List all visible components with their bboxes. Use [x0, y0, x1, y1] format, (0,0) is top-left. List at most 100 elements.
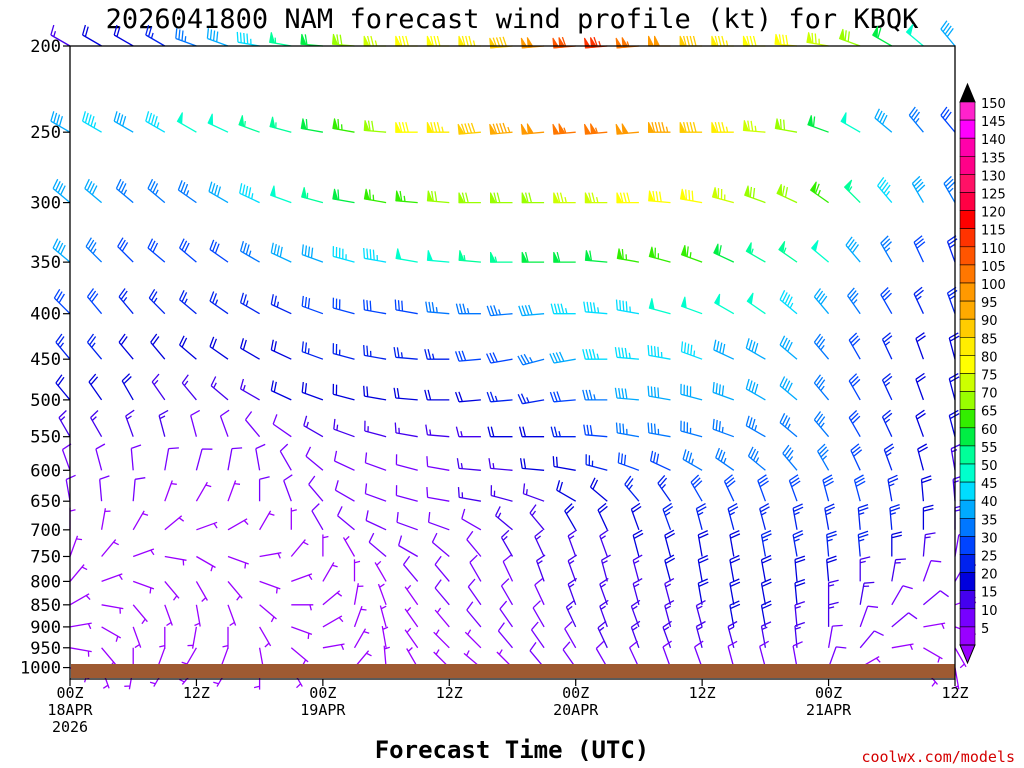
barb-shaft — [877, 177, 893, 204]
x-tick-label: 2026 — [52, 718, 88, 736]
wind-barb — [69, 507, 76, 530]
wind-barb — [782, 444, 798, 471]
wind-barb — [664, 578, 675, 605]
wind-barb — [521, 251, 545, 263]
wind-barb — [244, 411, 261, 438]
wind-barb — [859, 630, 884, 649]
wind-barb — [426, 190, 450, 204]
barb-shaft — [332, 246, 355, 263]
wind-barb — [454, 391, 481, 403]
barb-shaft — [434, 555, 450, 582]
wind-barb — [779, 335, 798, 360]
wind-barb — [210, 376, 229, 401]
wind-barb — [913, 235, 926, 263]
wind-barb — [311, 503, 324, 531]
wind-barb — [794, 600, 806, 627]
wind-barb — [239, 378, 260, 401]
wind-barb — [291, 626, 313, 639]
wind-barb — [396, 512, 418, 531]
barb-shaft — [125, 409, 135, 437]
barb-shaft — [727, 503, 739, 530]
barb-shaft — [377, 583, 387, 606]
barb-shaft — [714, 302, 735, 315]
barb-shaft — [101, 604, 124, 614]
wind-barb — [270, 294, 292, 315]
barb-shaft — [490, 485, 513, 502]
colorbar-bottom-arrow — [959, 644, 976, 665]
barb-shaft — [227, 518, 249, 531]
wind-barb — [259, 580, 281, 594]
barb-shaft — [567, 554, 578, 582]
barb-shaft — [534, 529, 545, 557]
barb-shaft — [908, 106, 924, 133]
barb-shaft — [290, 647, 309, 666]
wind-barb — [788, 474, 801, 502]
wind-barb — [567, 529, 578, 557]
wind-barb — [394, 422, 418, 438]
barb-pennant — [615, 123, 623, 135]
barb-shaft — [208, 181, 229, 204]
barb-shaft — [745, 338, 766, 360]
barb-shaft — [917, 443, 928, 471]
barb-shaft — [181, 647, 197, 668]
wind-barb — [760, 578, 772, 605]
wind-barb — [125, 409, 135, 437]
barb-shaft — [458, 254, 481, 263]
wind-barb — [948, 373, 960, 401]
barb-shaft — [880, 287, 893, 315]
wind-barb — [847, 287, 861, 315]
wind-barb — [101, 539, 119, 557]
wind-barb — [745, 338, 766, 360]
barb-shaft — [342, 535, 356, 557]
wind-barb — [499, 600, 514, 628]
barb-shaft — [680, 122, 703, 133]
colorbar-label: 95 — [981, 296, 998, 311]
wind-barb — [151, 373, 166, 401]
colorbar-swatch — [959, 282, 976, 302]
wind-barb — [236, 31, 260, 47]
barb-shaft — [113, 24, 134, 47]
x-tick-label: 19APR — [300, 701, 346, 719]
barb-shaft — [145, 24, 166, 47]
wind-barb — [187, 626, 198, 649]
wind-barb — [379, 605, 387, 628]
barb-pennant — [395, 248, 402, 260]
wind-barb — [497, 622, 513, 649]
colorbar-swatch — [959, 355, 976, 374]
wind-barb — [333, 418, 355, 438]
colorbar-swatch — [959, 264, 976, 284]
x-tick-label: 00Z — [309, 684, 336, 702]
x-tick-label: 21APR — [806, 701, 852, 719]
wind-barb — [222, 626, 229, 649]
barb-shaft — [813, 374, 830, 401]
wind-barb — [487, 426, 513, 438]
barb-shaft — [69, 564, 88, 582]
colorbar-label: 80 — [981, 350, 998, 365]
wind-barb — [424, 349, 450, 360]
barb-shaft — [617, 452, 640, 471]
wind-barb — [630, 620, 641, 649]
barb-shaft — [305, 446, 324, 471]
wind-barb — [522, 483, 545, 502]
barb-shaft — [353, 628, 370, 649]
wind-barb — [55, 333, 71, 360]
wind-barb — [196, 521, 218, 531]
barb-shaft — [455, 303, 481, 315]
wind-barb — [322, 615, 344, 628]
wind-barb — [827, 579, 839, 605]
barb-shaft — [745, 378, 766, 401]
colorbar-label: 105 — [981, 260, 1006, 275]
barb-pennant — [774, 118, 781, 130]
wind-barb — [632, 529, 644, 557]
wind-barb — [711, 121, 734, 133]
wind-barb — [283, 474, 293, 502]
barb-shaft — [332, 189, 355, 204]
wind-barb — [923, 647, 943, 663]
wind-barb — [679, 35, 703, 47]
barb-shaft — [713, 339, 735, 360]
wind-barb — [368, 532, 387, 557]
wind-barb — [715, 447, 735, 471]
wind-barb — [500, 529, 514, 557]
barb-shaft — [118, 333, 134, 360]
wind-barb — [742, 35, 766, 47]
